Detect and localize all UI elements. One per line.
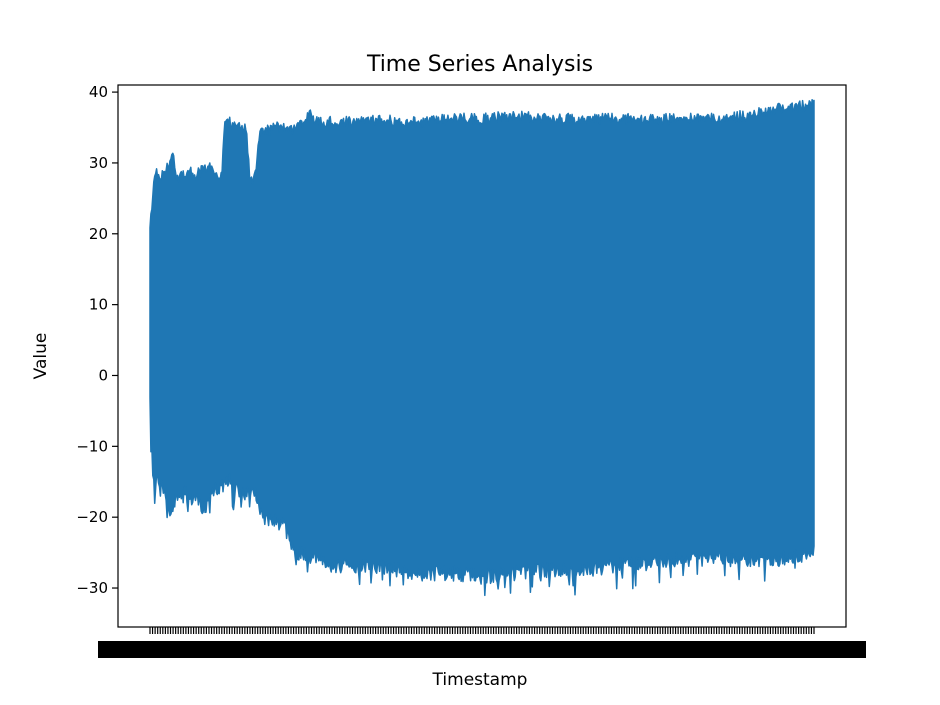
data-layer <box>149 98 815 597</box>
series-band-0 <box>149 98 815 597</box>
y-tick-label: 20 <box>89 225 108 243</box>
chart-title: Time Series Analysis <box>366 52 593 77</box>
y-tick-label: −10 <box>76 437 108 455</box>
x-axis-label: Timestamp <box>432 670 528 690</box>
y-axis-label: Value <box>31 333 51 380</box>
y-tick-label: 30 <box>89 154 108 172</box>
y-tick-label: −30 <box>76 579 108 597</box>
y-tick-label: 10 <box>89 296 108 314</box>
y-tick-label: 40 <box>89 83 108 101</box>
plot-frame <box>117 84 847 628</box>
x-tick-labels-overlap <box>98 641 866 658</box>
axes-layer: −30 −20 −10 0 10 20 30 40 <box>76 83 866 658</box>
y-tick-label: −20 <box>76 508 108 526</box>
y-tick-label: 0 <box>98 366 108 384</box>
